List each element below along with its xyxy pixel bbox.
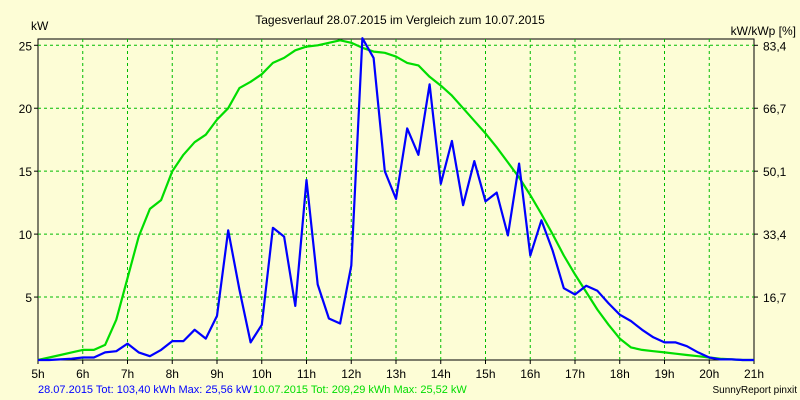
x-tick-label: 17h [565, 367, 585, 381]
y-tick-label-right: 33,4 [763, 228, 787, 242]
y-tick-label-left: 25 [19, 39, 33, 53]
x-tick-label: 20h [699, 367, 719, 381]
y-tick-label-right: 66,7 [763, 102, 787, 116]
legend-summary-blue: 28.07.2015 Tot: 103,40 kWh Max: 25,56 kW [38, 384, 252, 396]
y-axis-label-right: kW/kWp [%] [731, 24, 796, 38]
axis-ticks: 5h 6h 7h 8h 9h 10h 11h 12h 13h 14h 15h 16h 17h 18h 19h… [19, 39, 787, 381]
y-tick-label-right: 83,4 [763, 39, 787, 53]
x-tick-label: 6h [76, 367, 89, 381]
x-tick-label: 15h [475, 367, 495, 381]
y-tick-label-right: 50,1 [763, 165, 787, 179]
series-line-28-07-2015 [38, 37, 754, 362]
x-tick-label: 10h [252, 367, 272, 381]
brand-label: SunnyReport pinxit [713, 385, 798, 396]
x-tick-label: 11h [297, 367, 316, 381]
x-tick-label: 12h [341, 367, 361, 381]
x-tick-label: 5h [31, 367, 44, 381]
x-tick-label: 19h [654, 367, 674, 381]
y-tick-label-right: 16,7 [763, 291, 787, 305]
y-axis-label-left: kW [31, 19, 49, 33]
y-tick-label-left: 10 [19, 228, 33, 242]
x-tick-label: 9h [210, 367, 223, 381]
series-line-10-07-2015 [37, 39, 754, 362]
x-tick-label: 21h [744, 367, 764, 381]
y-tick-label-left: 15 [19, 165, 33, 179]
x-tick-label: 7h [121, 367, 134, 381]
series-layer [37, 37, 754, 362]
grid [38, 39, 754, 360]
x-tick-label: 8h [166, 367, 179, 381]
x-tick-label: 18h [610, 367, 630, 381]
x-tick-label: 16h [520, 367, 540, 381]
x-tick-label: 14h [431, 367, 451, 381]
chart-title: Tagesverlauf 28.07.2015 im Vergleich zum… [255, 13, 545, 27]
legend-summary-green: 10.07.2015 Tot: 209,29 kWh Max: 25,52 kW [253, 384, 467, 396]
x-tick-label: 13h [386, 367, 406, 381]
y-tick-label-left: 20 [19, 102, 33, 116]
y-tick-label-left: 5 [25, 291, 32, 305]
